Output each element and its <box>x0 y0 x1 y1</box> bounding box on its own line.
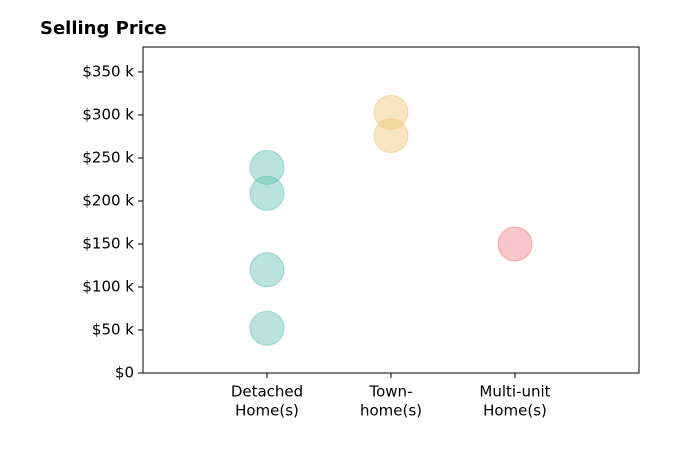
point <box>249 175 285 211</box>
x-tick-label: Town- <box>369 383 413 401</box>
y-tick-label: $200 k <box>82 191 134 209</box>
point <box>373 118 409 154</box>
point <box>497 226 533 262</box>
y-tick-label: $0 <box>115 364 134 382</box>
chart-title: Selling Price <box>40 18 167 39</box>
y-tick-label: $250 k <box>82 148 134 166</box>
point <box>249 310 285 346</box>
y-tick-label: $150 k <box>82 234 134 252</box>
y-tick-label: $350 k <box>82 62 134 80</box>
point <box>249 252 285 288</box>
y-tick-label: $300 k <box>82 105 134 123</box>
x-tick-label: home(s) <box>360 402 422 420</box>
x-tick-label: Home(s) <box>483 402 547 420</box>
x-tick-label: Detached <box>231 383 303 401</box>
y-tick-label: $50 k <box>92 320 134 338</box>
x-tick-label: Home(s) <box>235 402 299 420</box>
y-tick-label: $100 k <box>82 277 134 295</box>
point <box>249 149 285 185</box>
x-tick-label: Multi-unit <box>479 383 550 401</box>
